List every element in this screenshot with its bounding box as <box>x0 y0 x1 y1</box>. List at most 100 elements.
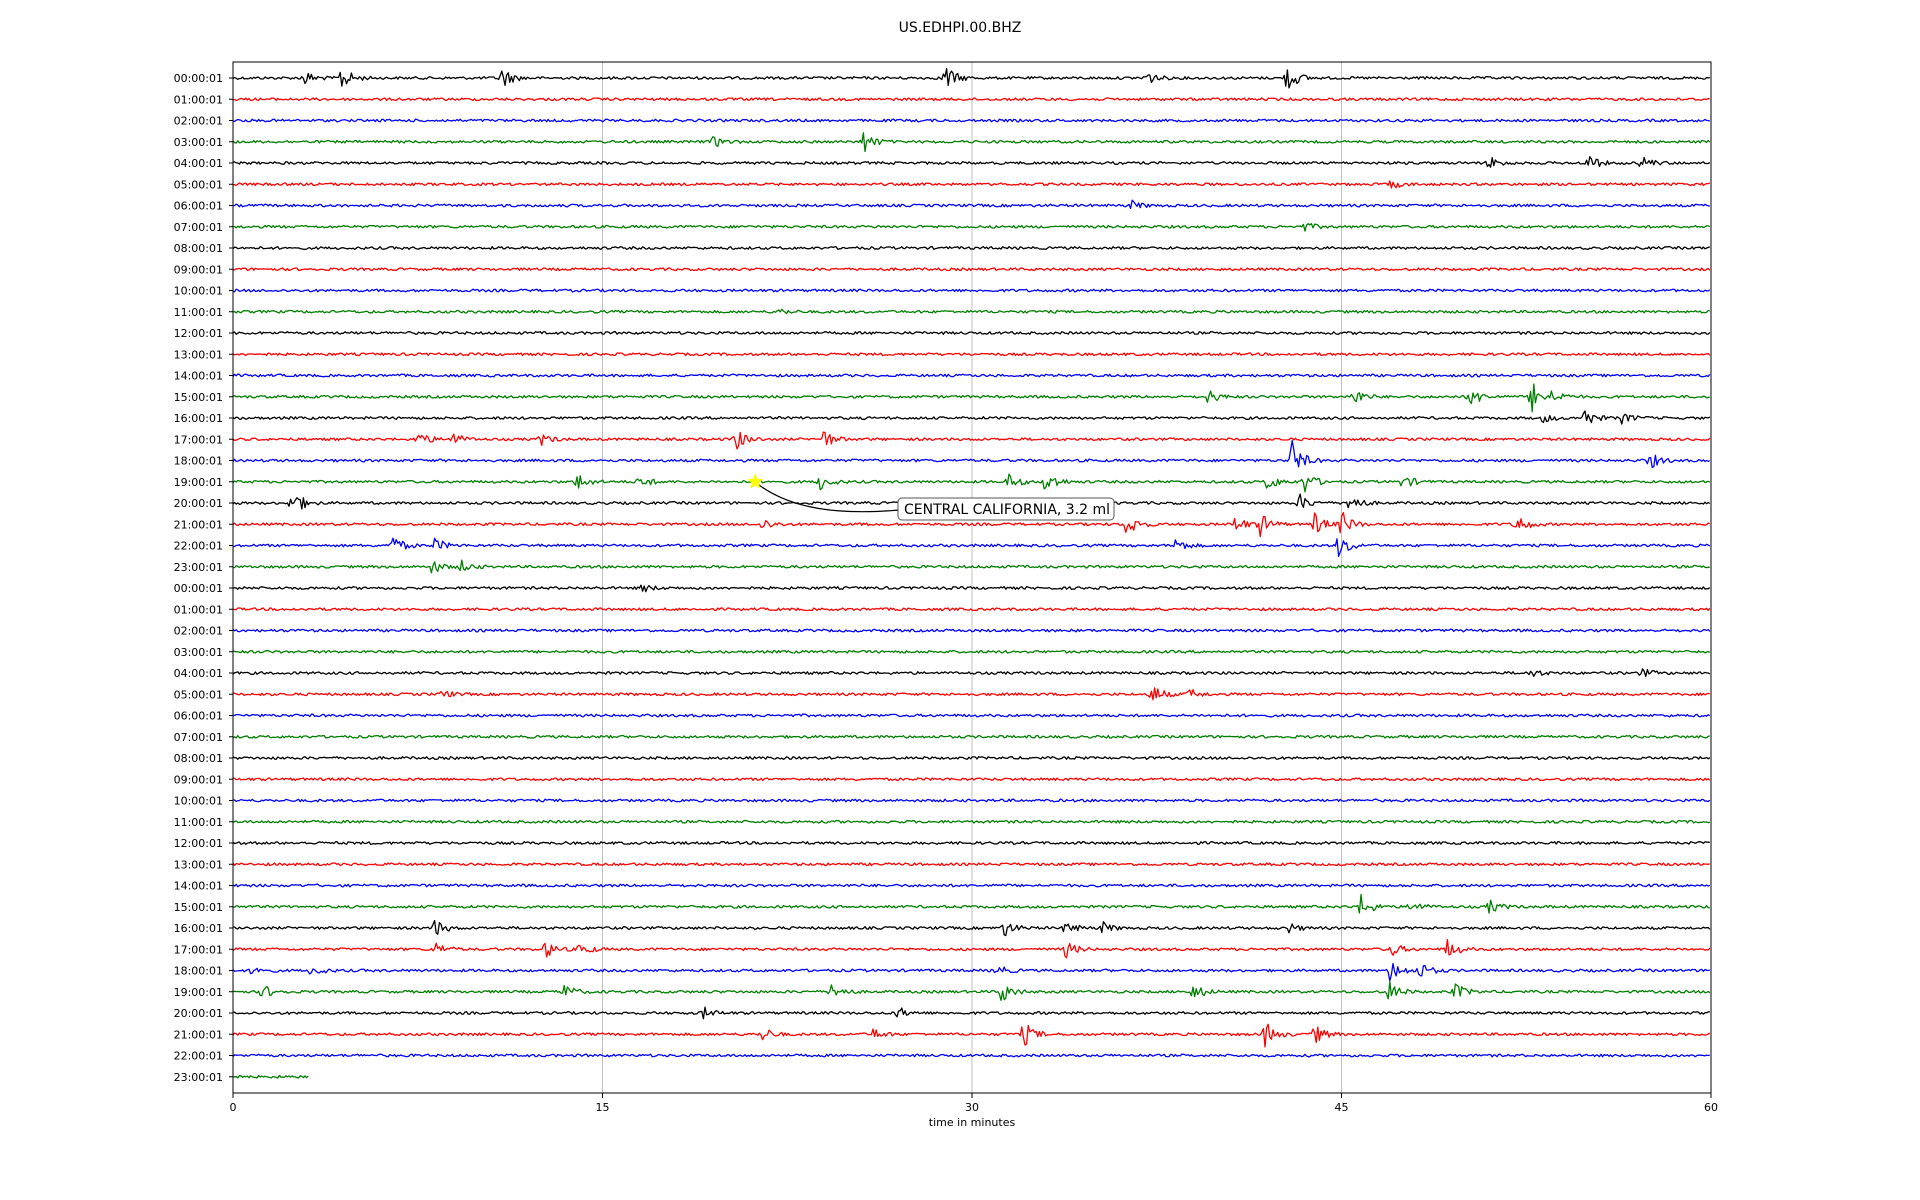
chart-title: US.EDHPI.00.BHZ <box>898 20 1022 36</box>
row-time-label: 12:00:01 <box>174 837 223 850</box>
row-time-label: 07:00:01 <box>174 221 223 234</box>
seismic-trace <box>232 713 1711 718</box>
seismic-trace <box>232 668 1711 677</box>
seismic-trace <box>232 67 1710 89</box>
annotation-leader-line <box>754 481 901 513</box>
row-time-label: 08:00:01 <box>174 242 223 255</box>
row-time-label: 01:00:01 <box>174 93 223 106</box>
seismic-trace <box>233 919 1711 937</box>
seismic-trace <box>232 439 1711 469</box>
seismic-trace <box>232 331 1711 335</box>
seismic-trace <box>232 756 1711 760</box>
seismic-trace <box>232 628 1711 633</box>
seismic-trace <box>232 308 1710 315</box>
row-time-label: 11:00:01 <box>174 816 223 829</box>
x-tick-label: 0 <box>230 1101 237 1114</box>
seismic-trace <box>232 584 1711 593</box>
row-time-label: 03:00:01 <box>174 136 223 149</box>
row-time-label: 23:00:01 <box>174 561 223 574</box>
x-axis-ticks: 0 15 30 45 60 <box>230 1093 1718 1114</box>
seismic-trace <box>232 962 1710 982</box>
row-labels: 00:00:01 01:00:01 02:00:01 03:00:01 04:00:01… <box>174 72 233 1084</box>
seismic-trace <box>232 537 1711 557</box>
seismic-trace <box>232 410 1711 425</box>
row-time-label: 07:00:01 <box>174 731 223 744</box>
grid-lines <box>602 62 1342 1093</box>
seismic-trace <box>232 862 1710 867</box>
seismic-trace <box>232 288 1711 293</box>
row-time-label: 21:00:01 <box>174 518 223 531</box>
row-time-label: 03:00:01 <box>174 646 223 659</box>
row-time-label: 05:00:01 <box>174 688 223 701</box>
row-time-label: 12:00:01 <box>174 327 223 340</box>
row-time-label: 02:00:01 <box>174 625 223 638</box>
row-time-label: 19:00:01 <box>174 476 223 489</box>
x-tick-label: 45 <box>1335 1101 1349 1114</box>
seismic-trace <box>232 1006 1710 1020</box>
trace-layer <box>232 67 1711 1079</box>
seismic-trace <box>232 431 1711 450</box>
seismic-trace <box>232 687 1710 701</box>
row-time-label: 17:00:01 <box>174 433 223 446</box>
seismic-trace <box>232 819 1710 824</box>
row-time-label: 01:00:01 <box>174 603 223 616</box>
annotation-box <box>897 497 1115 521</box>
seismic-trace <box>232 199 1710 210</box>
row-time-label: 20:00:01 <box>174 497 223 510</box>
row-time-label: 15:00:01 <box>174 391 223 404</box>
row-time-label: 22:00:01 <box>174 540 223 553</box>
seismic-trace <box>232 883 1711 888</box>
seismic-trace <box>232 734 1710 739</box>
seismic-trace <box>232 373 1711 378</box>
row-time-label: 17:00:01 <box>174 943 223 956</box>
row-time-label: 22:00:01 <box>174 1050 223 1063</box>
seismic-trace <box>232 1053 1710 1058</box>
annotation-text: CENTRAL CALIFORNIA, 3.2 ml <box>904 502 1110 518</box>
seismic-trace <box>232 512 1711 538</box>
seismic-trace <box>232 980 1711 1002</box>
row-time-label: 23:00:01 <box>174 1071 223 1084</box>
seismic-trace <box>232 649 1710 654</box>
seismic-trace <box>232 607 1711 612</box>
seismic-trace <box>232 118 1710 123</box>
row-time-label: 13:00:01 <box>174 348 223 361</box>
seismic-trace <box>232 352 1711 357</box>
row-time-label: 15:00:01 <box>174 901 223 914</box>
x-axis-label: time in minutes <box>929 1116 1016 1129</box>
event-marker <box>746 473 764 489</box>
seismic-trace <box>233 267 1711 272</box>
seismic-trace <box>232 841 1710 845</box>
row-time-label: 19:00:01 <box>174 986 223 999</box>
row-time-label: 16:00:01 <box>174 922 223 935</box>
seismic-trace <box>232 559 1710 574</box>
seismic-trace <box>232 938 1711 959</box>
seismic-trace <box>232 156 1711 168</box>
row-time-label: 00:00:01 <box>174 582 223 595</box>
seismic-trace <box>232 473 1711 493</box>
row-time-label: 13:00:01 <box>174 858 223 871</box>
seismic-trace <box>232 1074 309 1079</box>
seismic-trace <box>232 246 1711 250</box>
event-star-marker <box>746 473 764 489</box>
seismic-trace <box>232 1023 1711 1048</box>
seismic-trace <box>233 798 1711 803</box>
row-time-label: 16:00:01 <box>174 412 223 425</box>
row-time-label: 06:00:01 <box>174 200 223 213</box>
row-time-label: 10:00:01 <box>174 795 223 808</box>
x-tick-label: 15 <box>596 1101 610 1114</box>
row-time-label: 05:00:01 <box>174 178 223 191</box>
row-time-label: 02:00:01 <box>174 115 223 128</box>
row-time-label: 09:00:01 <box>174 263 223 276</box>
row-time-label: 18:00:01 <box>174 965 223 978</box>
seismic-trace <box>232 777 1711 782</box>
event-annotation: CENTRAL CALIFORNIA, 3.2 ml <box>754 481 1115 521</box>
row-time-label: 09:00:01 <box>174 773 223 786</box>
row-time-label: 06:00:01 <box>174 710 223 723</box>
row-time-label: 14:00:01 <box>174 880 223 893</box>
row-time-label: 20:00:01 <box>174 1007 223 1020</box>
row-time-label: 21:00:01 <box>174 1028 223 1041</box>
row-time-label: 00:00:01 <box>174 72 223 85</box>
row-time-label: 08:00:01 <box>174 752 223 765</box>
seismic-trace <box>232 223 1711 232</box>
